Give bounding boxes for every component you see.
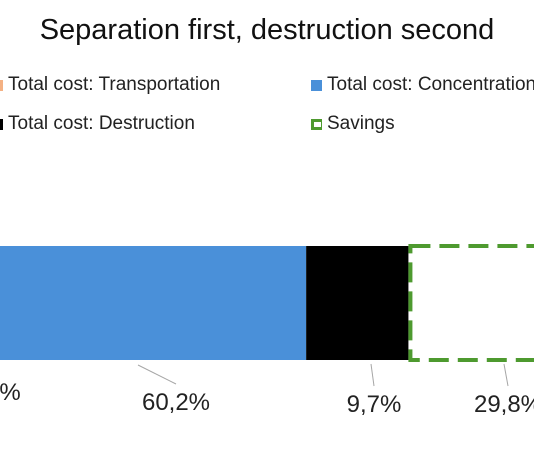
legend-label-savings: Savings: [327, 113, 395, 134]
legend-label-destruction: Total cost: Destruction: [8, 113, 195, 134]
leader-line-savings: [503, 363, 509, 387]
legend-label-concentration: Total cost: Concentration: [327, 74, 534, 95]
data-label-transportation: %: [0, 379, 21, 406]
bar-segment-savings: [408, 244, 534, 362]
data-label-savings: 29,8%: [474, 391, 534, 418]
legend-item-transportation: Total cost: Transportation: [0, 74, 220, 96]
legend-item-concentration: Total cost: Concentration: [311, 74, 534, 96]
bar-segment-concentration: [0, 246, 307, 360]
legend-swatch-transportation: [0, 79, 3, 91]
data-label-destruction: 9,7%: [347, 391, 402, 418]
legend-swatch-concentration: [311, 79, 322, 91]
bar-segment-destruction: [306, 246, 409, 360]
legend-swatch-destruction: [0, 118, 3, 130]
legend-label-transportation: Total cost: Transportation: [8, 74, 221, 95]
leader-line-destruction: [370, 363, 375, 387]
chart-title: Separation first, destruction second: [39, 14, 495, 46]
legend-item-destruction: Total cost: Destruction: [0, 113, 195, 135]
leader-line-concentration: [137, 364, 177, 385]
legend-item-savings: Savings: [311, 113, 395, 135]
legend-swatch-savings: [311, 118, 322, 130]
data-label-concentration: 60,2%: [142, 389, 210, 416]
